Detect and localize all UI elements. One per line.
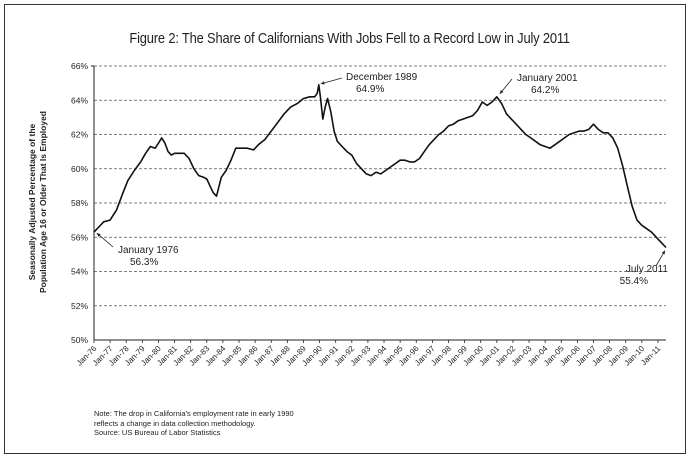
annotation-jan-2001-value: 64.2% <box>531 85 559 96</box>
y-tick-label: 54% <box>71 267 88 277</box>
source-note: Note: The drop in California's employmen… <box>94 409 294 438</box>
annotation-jan-2001-arrowhead <box>499 89 504 94</box>
annotation-dec-1989-arrow <box>320 77 343 85</box>
annotation-jan-1976-label: January 1976 <box>118 245 179 256</box>
y-tick-label: 52% <box>71 301 88 311</box>
grid-lines <box>94 65 666 307</box>
employment-rate-line <box>93 84 667 249</box>
y-tick-label: 50% <box>71 335 88 345</box>
y-tick-label: 64% <box>71 95 88 105</box>
chart-title: Figure 2: The Share of Californians With… <box>129 30 570 47</box>
note-line-2: reflects a change in data collection met… <box>94 418 256 428</box>
y-tick-label: 56% <box>71 232 88 242</box>
annotation-jul-2011-label: July 2011 <box>626 264 669 275</box>
annotation-jul-2011-value: 55.4% <box>620 276 648 287</box>
figure-frame <box>4 4 686 454</box>
y-tick-labels: 50% 52% 54% 56% 58% 60% 62% 64% 66% <box>71 61 88 345</box>
y-tick-label: 66% <box>71 61 88 71</box>
axes <box>91 65 666 343</box>
annotation-dec-1989-value: 64.9% <box>356 84 384 95</box>
annotation-dec-1989-label: December 1989 <box>346 72 418 83</box>
series-group <box>93 84 667 249</box>
note-line-3: Source: US Bureau of Labor Statistics <box>94 428 221 437</box>
annotation-jan-1976-arrowhead <box>96 233 101 237</box>
y-tick-label: 62% <box>71 130 88 140</box>
annotation-jan-2001-label: January 2001 <box>517 73 578 84</box>
x-tick-labels: Jan-76Jan-77Jan-78Jan-79Jan-80Jan-81Jan-… <box>75 344 663 368</box>
y-tick-label: 60% <box>71 164 88 174</box>
note-line-1: Note: The drop in California's employmen… <box>94 409 294 418</box>
y-tick-label: 58% <box>71 198 88 208</box>
annotation-jul-2011-arrowhead <box>661 250 665 255</box>
annotation-jan-1976-value: 56.3% <box>130 257 158 268</box>
annotation-dec-1989-arrowhead <box>320 81 325 85</box>
